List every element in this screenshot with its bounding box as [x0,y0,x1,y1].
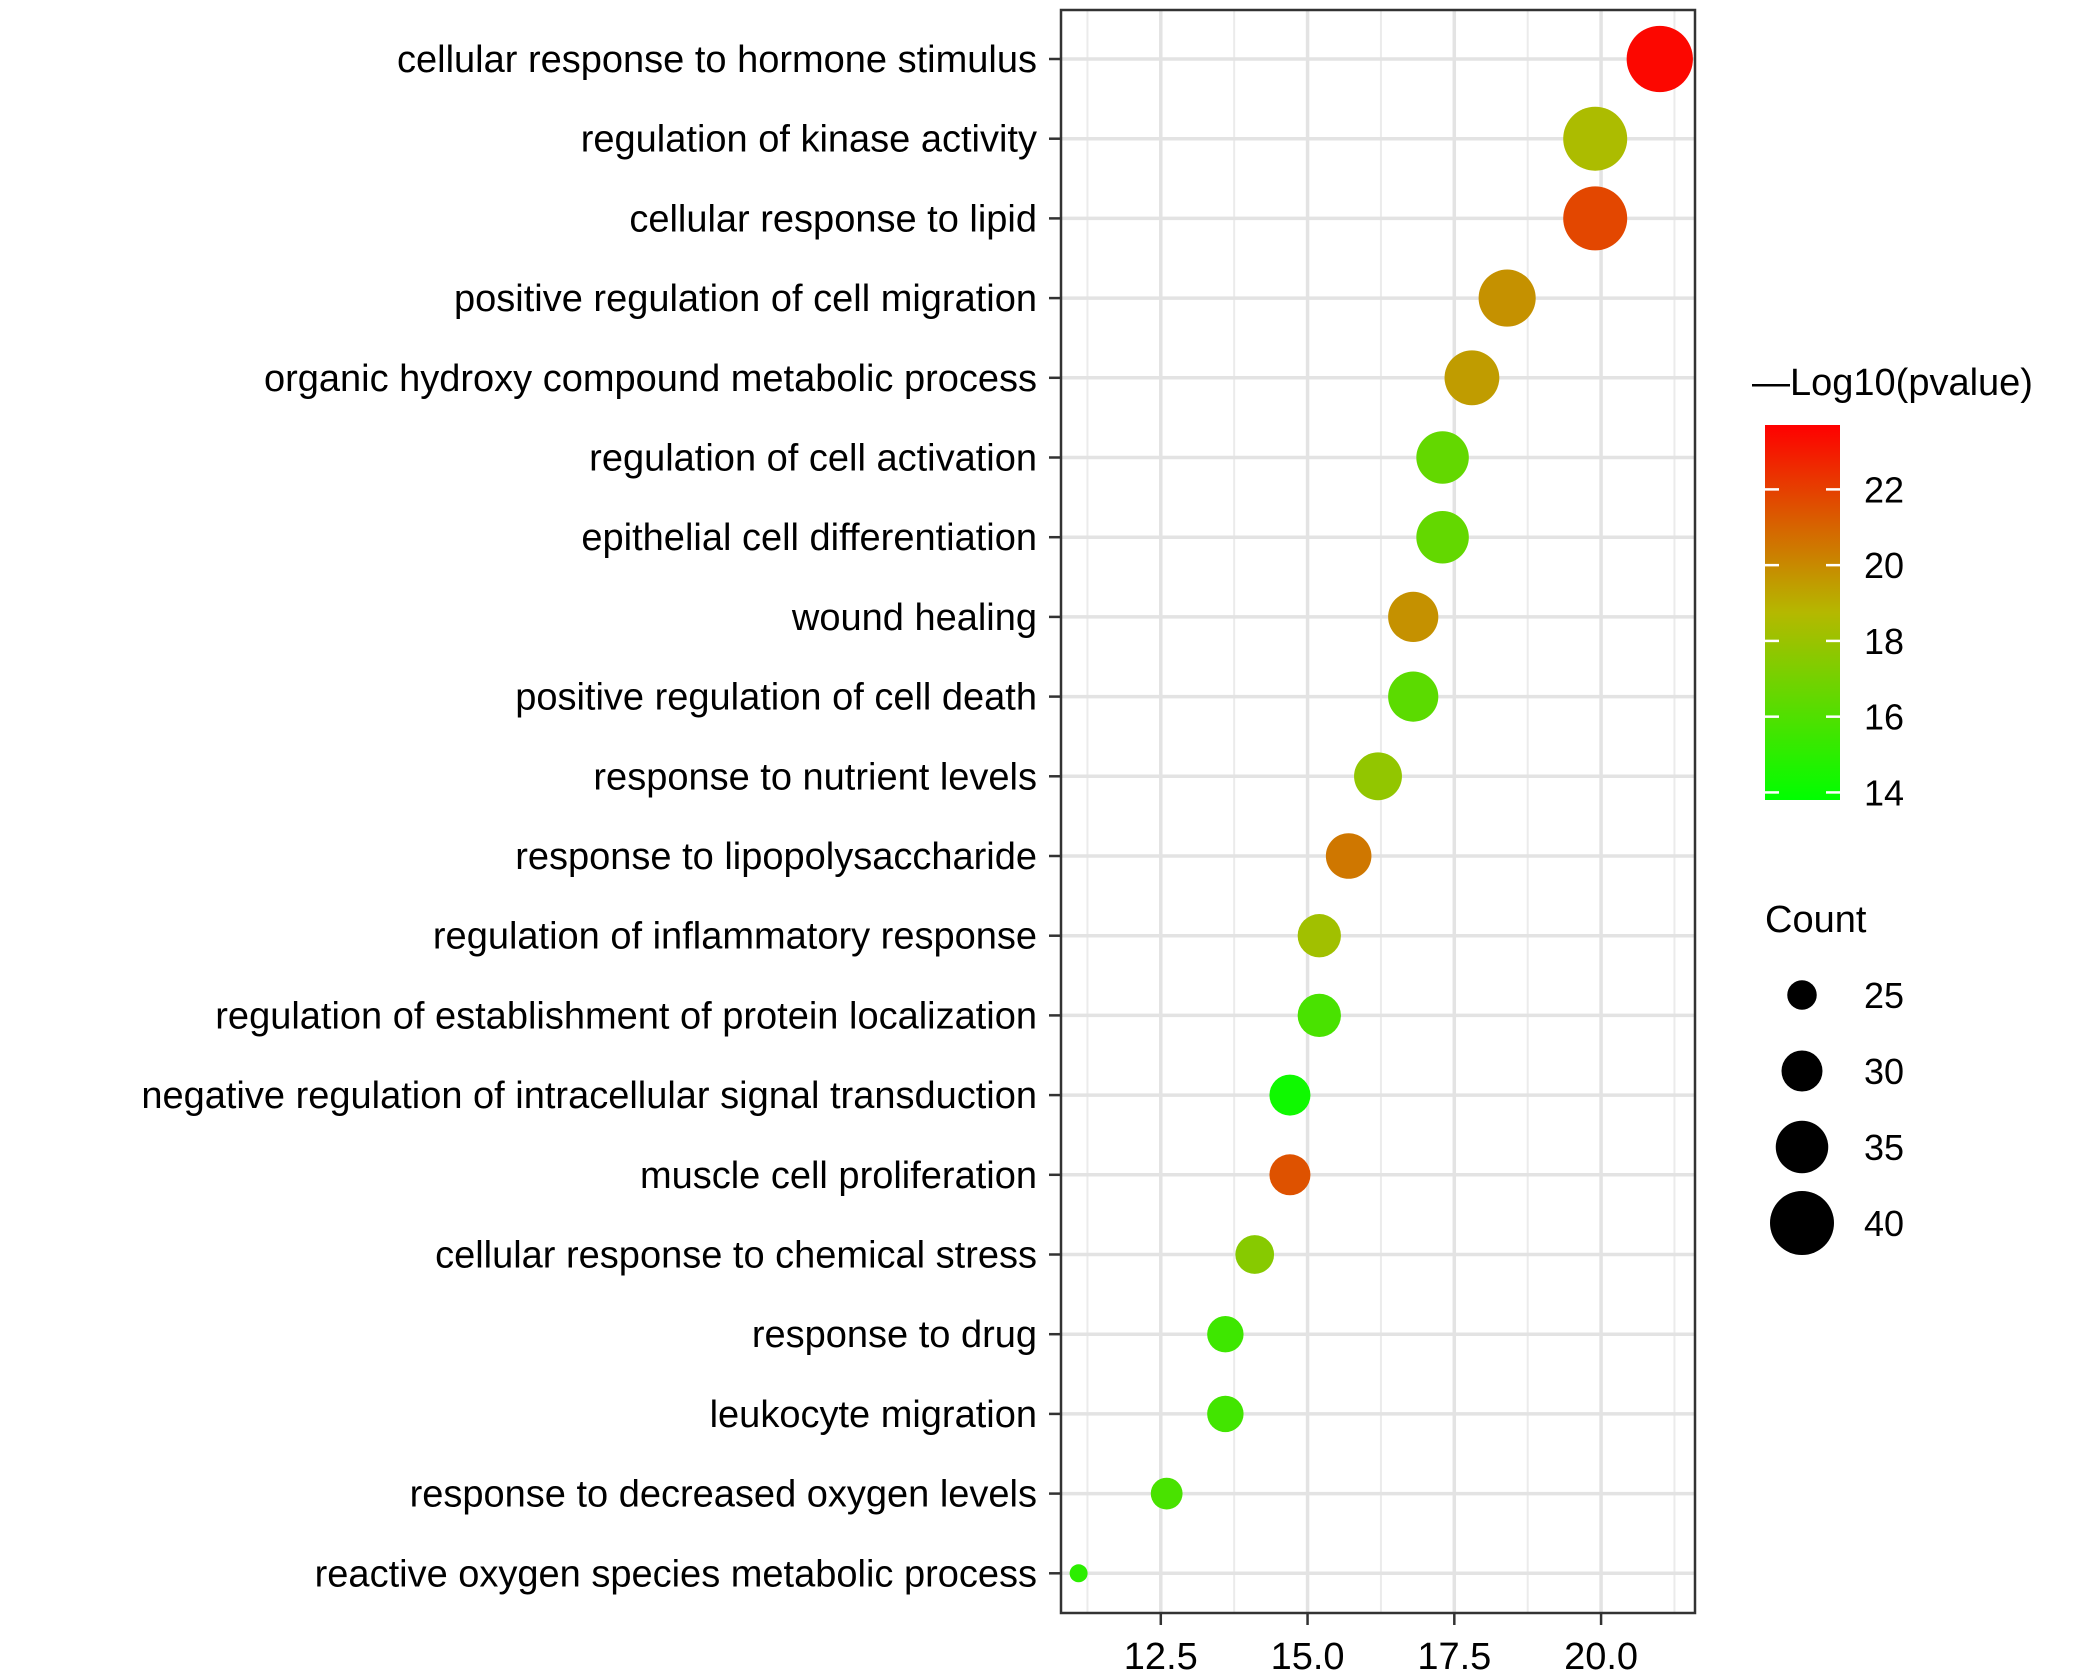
x-tick-label: 12.5 [1124,1636,1198,1673]
color-legend: —Log10(pvalue) 14 16 18 20 22 [1752,362,2033,813]
y-tick-label: regulation of establishment of protein l… [215,995,1037,1037]
points-layer [1069,25,1693,1583]
colorbar [1765,425,1840,800]
y-tick-label: reactive oxygen species metabolic proces… [315,1553,1037,1595]
bubble-point [1297,914,1341,958]
y-tick-label: regulation of cell activation [589,438,1037,480]
bubble-point [1235,1235,1275,1274]
bubble-point [1626,25,1693,93]
y-tick-label: cellular response to lipid [629,198,1037,240]
size-legend-label: 40 [1864,1203,1904,1244]
bubble-point [1444,350,1500,406]
x-tick-label: 17.5 [1417,1636,1491,1673]
y-tick-label: cellular response to hormone stimulus [397,39,1037,81]
colorbar-tick-label: 20 [1864,545,1904,586]
size-legend-dot [1770,1191,1834,1255]
x-axis: 12.5 15.0 17.5 20.0 [1124,1613,1638,1678]
bubble-point [1325,833,1372,879]
colorbar-ticks: 14 16 18 20 22 [1765,469,1904,813]
y-axis: cellular response to hormone stimulus reg… [141,39,1061,1595]
y-tick-label: regulation of inflammatory response [433,916,1037,958]
colorbar-tick-label: 18 [1864,621,1904,662]
colorbar-tick-label: 16 [1864,697,1904,738]
bubble-point [1416,431,1469,484]
plot-panel-border [1059,8,1697,1615]
bubble-point [1478,269,1536,327]
size-legend-dot [1787,980,1817,1010]
size-legend-label: 30 [1864,1051,1904,1092]
x-tick-label: 20.0 [1564,1636,1638,1673]
color-legend-title: —Log10(pvalue) [1752,362,2033,404]
y-tick-label: cellular response to chemical stress [435,1235,1037,1277]
bubble-point [1150,1477,1183,1510]
size-legend-title: Count [1765,899,1867,941]
grid-layer [1061,10,1695,1613]
y-tick-label: regulation of kinase activity [581,119,1037,161]
colorbar-tick-label: 22 [1864,469,1904,510]
y-tick-label: leukocyte migration [710,1394,1037,1436]
bubble-point [1207,1316,1244,1353]
y-tick-label: response to decreased oxygen levels [410,1474,1037,1516]
bubble-point [1563,186,1628,251]
y-tick-label: response to drug [752,1314,1037,1356]
bubble-point [1269,1154,1311,1196]
y-tick-label: positive regulation of cell death [515,677,1037,719]
y-tick-label: organic hydroxy compound metabolic proce… [264,358,1037,400]
size-legend-dot [1775,1120,1829,1174]
size-legend: Count 25 30 35 40 [1765,899,1904,1255]
plot-panel-background [1061,10,1695,1613]
size-legend-label: 25 [1864,975,1904,1016]
colorbar-tick-label: 14 [1864,772,1904,813]
y-tick-label: muscle cell proliferation [640,1155,1037,1197]
size-legend-entries: 25 30 35 40 [1770,975,1904,1255]
bubble-point [1388,591,1439,643]
bubble-point [1269,1074,1311,1116]
y-tick-label: response to nutrient levels [593,756,1037,798]
y-tick-label: negative regulation of intracellular sig… [141,1075,1037,1117]
bubble-point [1207,1395,1244,1433]
bubble-point [1388,671,1439,722]
y-tick-label: response to lipopolysaccharide [515,836,1037,878]
size-legend-dot [1781,1050,1823,1092]
bubble-point [1297,993,1341,1038]
bubble-point [1069,1564,1088,1583]
y-tick-label: positive regulation of cell migration [454,278,1037,320]
y-tick-label: epithelial cell differentiation [581,517,1037,559]
bubble-point [1354,752,1402,801]
bubble-point [1416,510,1469,564]
size-legend-label: 35 [1864,1127,1904,1168]
bubble-point [1563,106,1628,171]
x-tick-label: 15.0 [1271,1636,1345,1673]
y-tick-label: wound healing [791,597,1037,639]
